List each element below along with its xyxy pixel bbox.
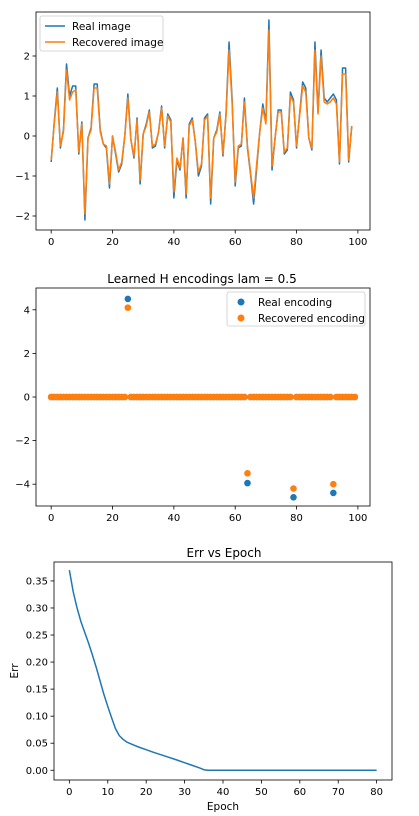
x-tick-label: 40 bbox=[217, 787, 230, 798]
plot-area-1 bbox=[35, 11, 371, 231]
y-tick-label: −2 bbox=[15, 436, 30, 447]
y-tick-label: 1 bbox=[24, 92, 30, 103]
y-tick-label: 2 bbox=[24, 349, 30, 360]
y-tick-label: 0.35 bbox=[26, 576, 48, 587]
panel-err-vs-epoch: Err vs Epoch 0 10 20 30 40 50 60 70 80 0.00 0.05 0.… bbox=[9, 546, 393, 813]
point-real-encoding bbox=[330, 489, 337, 497]
axes-ticks-3: 0 10 20 30 40 50 60 70 80 0.00 0.05 0.10 0.15 0.20 0.2… bbox=[26, 576, 383, 798]
series-line-err bbox=[68, 569, 377, 772]
x-tick-label: 20 bbox=[140, 787, 153, 798]
point-recovered-encoding bbox=[351, 393, 359, 401]
axes-ticks-2: 0 20 40 60 80 100 −4 −2 0 2 4 bbox=[15, 305, 367, 524]
y-tick-label: 0.05 bbox=[26, 739, 48, 750]
axes-ticks-1: 0 20 40 60 80 100 −2 −1 0 1 2 bbox=[15, 52, 367, 249]
x-tick-label: 30 bbox=[178, 787, 191, 798]
chart-title-2: Learned H encodings lam = 0.5 bbox=[107, 272, 297, 286]
y-tick-label: 0.30 bbox=[26, 603, 48, 614]
x-tick-label: 0 bbox=[48, 513, 54, 524]
panel-h-encodings: Learned H encodings lam = 0.5 0 20 40 60 80 1… bbox=[15, 272, 371, 524]
y-tick-label: −2 bbox=[15, 212, 30, 223]
x-tick-label: 20 bbox=[106, 513, 119, 524]
y-tick-label: 2 bbox=[24, 52, 30, 63]
chart-title-3: Err vs Epoch bbox=[187, 546, 262, 560]
series-lines-1 bbox=[50, 19, 353, 221]
x-axis-label-3: Epoch bbox=[207, 801, 239, 813]
point-recovered-encoding bbox=[124, 304, 132, 311]
y-tick-label: 0.15 bbox=[26, 685, 48, 696]
legend-label-real-encoding: Real encoding bbox=[258, 297, 332, 309]
y-tick-label: 0.20 bbox=[26, 658, 48, 669]
y-tick-label: 4 bbox=[24, 305, 30, 316]
x-tick-label: 80 bbox=[370, 787, 383, 798]
x-tick-label: 0 bbox=[48, 237, 54, 248]
point-recovered-encoding bbox=[241, 393, 248, 401]
x-tick-label: 70 bbox=[332, 787, 345, 798]
y-tick-label: −4 bbox=[15, 480, 30, 491]
y-tick-label: 0.25 bbox=[26, 631, 48, 642]
x-tick-label: 60 bbox=[229, 237, 242, 248]
x-tick-label: 10 bbox=[101, 787, 114, 798]
point-recovered-encoding bbox=[244, 470, 251, 477]
y-axis-label-3: Err bbox=[9, 663, 21, 679]
y-tick-label: 0.00 bbox=[26, 766, 48, 777]
x-tick-label: 100 bbox=[348, 513, 367, 524]
y-tick-label: 0 bbox=[24, 393, 30, 404]
point-real-encoding bbox=[244, 479, 251, 487]
plot-area-3 bbox=[53, 561, 393, 781]
panel-image-comparison: 0 20 40 60 80 100 −2 −1 0 1 2 Real image Recovered… bbox=[15, 11, 371, 249]
point-real-encoding bbox=[290, 493, 297, 501]
legend-1: Real image Recovered image bbox=[39, 15, 164, 52]
x-tick-label: 20 bbox=[106, 237, 119, 248]
x-tick-label: 80 bbox=[290, 237, 303, 248]
y-tick-label: 0.10 bbox=[26, 712, 48, 723]
series-points-2 bbox=[47, 295, 359, 501]
point-recovered-encoding bbox=[287, 393, 294, 401]
x-tick-label: 40 bbox=[167, 237, 180, 248]
series-lines-3 bbox=[68, 569, 377, 772]
x-tick-label: 0 bbox=[66, 787, 72, 798]
legend-box-2 bbox=[226, 291, 366, 327]
x-tick-label: 80 bbox=[290, 513, 303, 524]
legend-label-real-image: Real image bbox=[72, 21, 131, 33]
x-tick-label: 60 bbox=[229, 513, 242, 524]
point-recovered-encoding bbox=[326, 393, 334, 401]
x-tick-label: 50 bbox=[255, 787, 268, 798]
point-real-encoding bbox=[124, 295, 132, 303]
x-tick-label: 100 bbox=[348, 237, 367, 248]
legend-box-1 bbox=[39, 15, 164, 52]
legend-swatch-recovered-encoding bbox=[237, 314, 245, 322]
legend-2: Real encoding Recovered encoding bbox=[226, 291, 366, 327]
point-recovered-encoding bbox=[290, 485, 297, 492]
x-tick-label: 60 bbox=[293, 787, 306, 798]
point-recovered-encoding bbox=[121, 393, 129, 401]
point-recovered-encoding bbox=[330, 480, 337, 488]
legend-swatch-real-encoding bbox=[237, 298, 245, 306]
y-tick-label: 0 bbox=[24, 132, 30, 143]
legend-label-recovered-encoding: Recovered encoding bbox=[258, 313, 365, 325]
series-line-recovered-image bbox=[50, 29, 353, 215]
y-tick-label: −1 bbox=[15, 172, 30, 183]
legend-label-recovered-image: Recovered image bbox=[72, 37, 163, 49]
x-tick-label: 40 bbox=[167, 513, 180, 524]
